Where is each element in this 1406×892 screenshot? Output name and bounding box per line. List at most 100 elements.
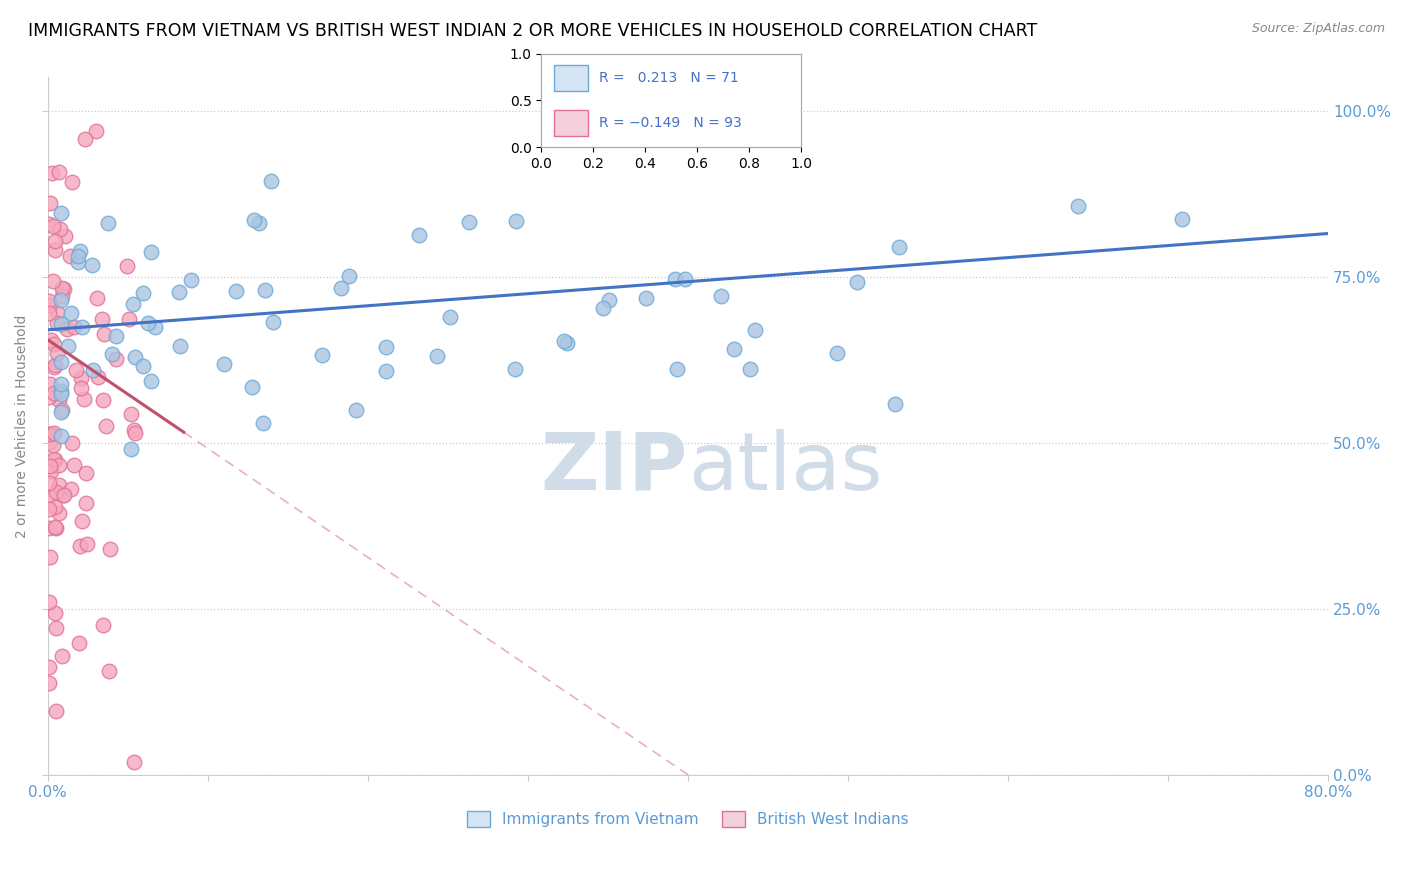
Point (344, 402, 367, 417)
Point (44, 336, 66, 351)
Point (49, 376, 72, 391)
Point (120, 442, 142, 456)
Point (53, 228, 76, 243)
Point (70, 515, 93, 529)
Point (141, 374, 163, 388)
Point (70, 371, 93, 385)
Point (42, 426, 65, 441)
Point (45, 485, 67, 500)
Point (553, 334, 575, 349)
Point (38, 660, 60, 674)
Point (845, 275, 868, 289)
Point (59, 482, 82, 496)
Point (740, 362, 762, 376)
Point (458, 215, 481, 229)
Point (38, 293, 60, 308)
Point (120, 408, 142, 422)
Point (253, 283, 276, 297)
Point (60, 175, 83, 189)
Text: IMMIGRANTS FROM VIETNAM VS BRITISH WEST INDIAN 2 OR MORE VEHICLES IN HOUSEHOLD C: IMMIGRANTS FROM VIETNAM VS BRITISH WEST … (28, 22, 1038, 40)
Point (225, 284, 247, 298)
Point (49, 384, 72, 398)
Point (49, 387, 72, 401)
Point (247, 216, 270, 230)
Point (139, 244, 162, 259)
Point (505, 214, 527, 228)
Point (38, 377, 60, 392)
Point (67, 254, 90, 268)
Point (82, 363, 104, 377)
Point (38, 390, 60, 404)
Legend: Immigrants from Vietnam, British West Indians: Immigrants from Vietnam, British West In… (461, 805, 915, 833)
Point (883, 397, 905, 411)
Text: R =   0.213   N = 71: R = 0.213 N = 71 (599, 70, 738, 85)
Point (65, 362, 87, 376)
Point (49, 293, 72, 308)
Point (262, 315, 284, 329)
Point (439, 310, 461, 324)
Point (44, 243, 66, 257)
Point (38, 217, 60, 231)
Point (132, 359, 155, 373)
Point (75, 495, 97, 509)
Point (56, 339, 79, 353)
Point (48, 392, 70, 407)
Point (889, 240, 911, 254)
Point (260, 174, 283, 188)
Point (38, 502, 60, 516)
Point (42, 452, 65, 467)
Point (252, 416, 274, 430)
Point (555, 335, 578, 350)
Point (93, 327, 115, 342)
Point (97, 664, 120, 678)
Point (51, 649, 73, 664)
Point (45, 316, 67, 330)
Point (503, 362, 526, 376)
Point (58, 249, 80, 263)
Point (143, 320, 166, 334)
Text: Source: ZipAtlas.com: Source: ZipAtlas.com (1251, 22, 1385, 36)
Point (73, 392, 96, 406)
Point (44, 606, 66, 620)
Point (97, 216, 120, 230)
Y-axis label: 2 or more Vehicles in Household: 2 or more Vehicles in Household (15, 314, 30, 538)
Point (53, 488, 76, 502)
Point (634, 291, 657, 305)
Point (673, 272, 696, 286)
Point (42, 274, 65, 288)
Point (51, 403, 73, 417)
Point (124, 425, 146, 440)
Point (665, 362, 688, 376)
Bar (554, 65, 588, 91)
Point (87, 370, 110, 384)
Point (42, 219, 65, 233)
Point (38, 490, 60, 504)
Point (94, 419, 117, 434)
Point (45, 305, 67, 319)
Point (56, 322, 79, 336)
Point (60, 436, 83, 450)
Point (39, 550, 62, 565)
Point (98, 541, 121, 556)
Point (52, 282, 75, 296)
Point (86, 291, 108, 305)
Point (212, 357, 235, 371)
Point (311, 348, 333, 362)
Point (329, 281, 352, 295)
Point (240, 380, 263, 394)
Point (101, 347, 124, 361)
Point (744, 323, 766, 337)
Point (48, 165, 70, 179)
Point (124, 755, 146, 769)
Point (38, 475, 60, 490)
Point (45, 622, 67, 636)
Point (122, 423, 145, 437)
Point (44, 520, 66, 534)
Point (38, 521, 60, 535)
Point (69, 244, 91, 259)
Point (825, 345, 848, 359)
Point (132, 285, 155, 300)
Point (115, 260, 138, 274)
Point (337, 269, 360, 284)
Point (38, 426, 60, 441)
